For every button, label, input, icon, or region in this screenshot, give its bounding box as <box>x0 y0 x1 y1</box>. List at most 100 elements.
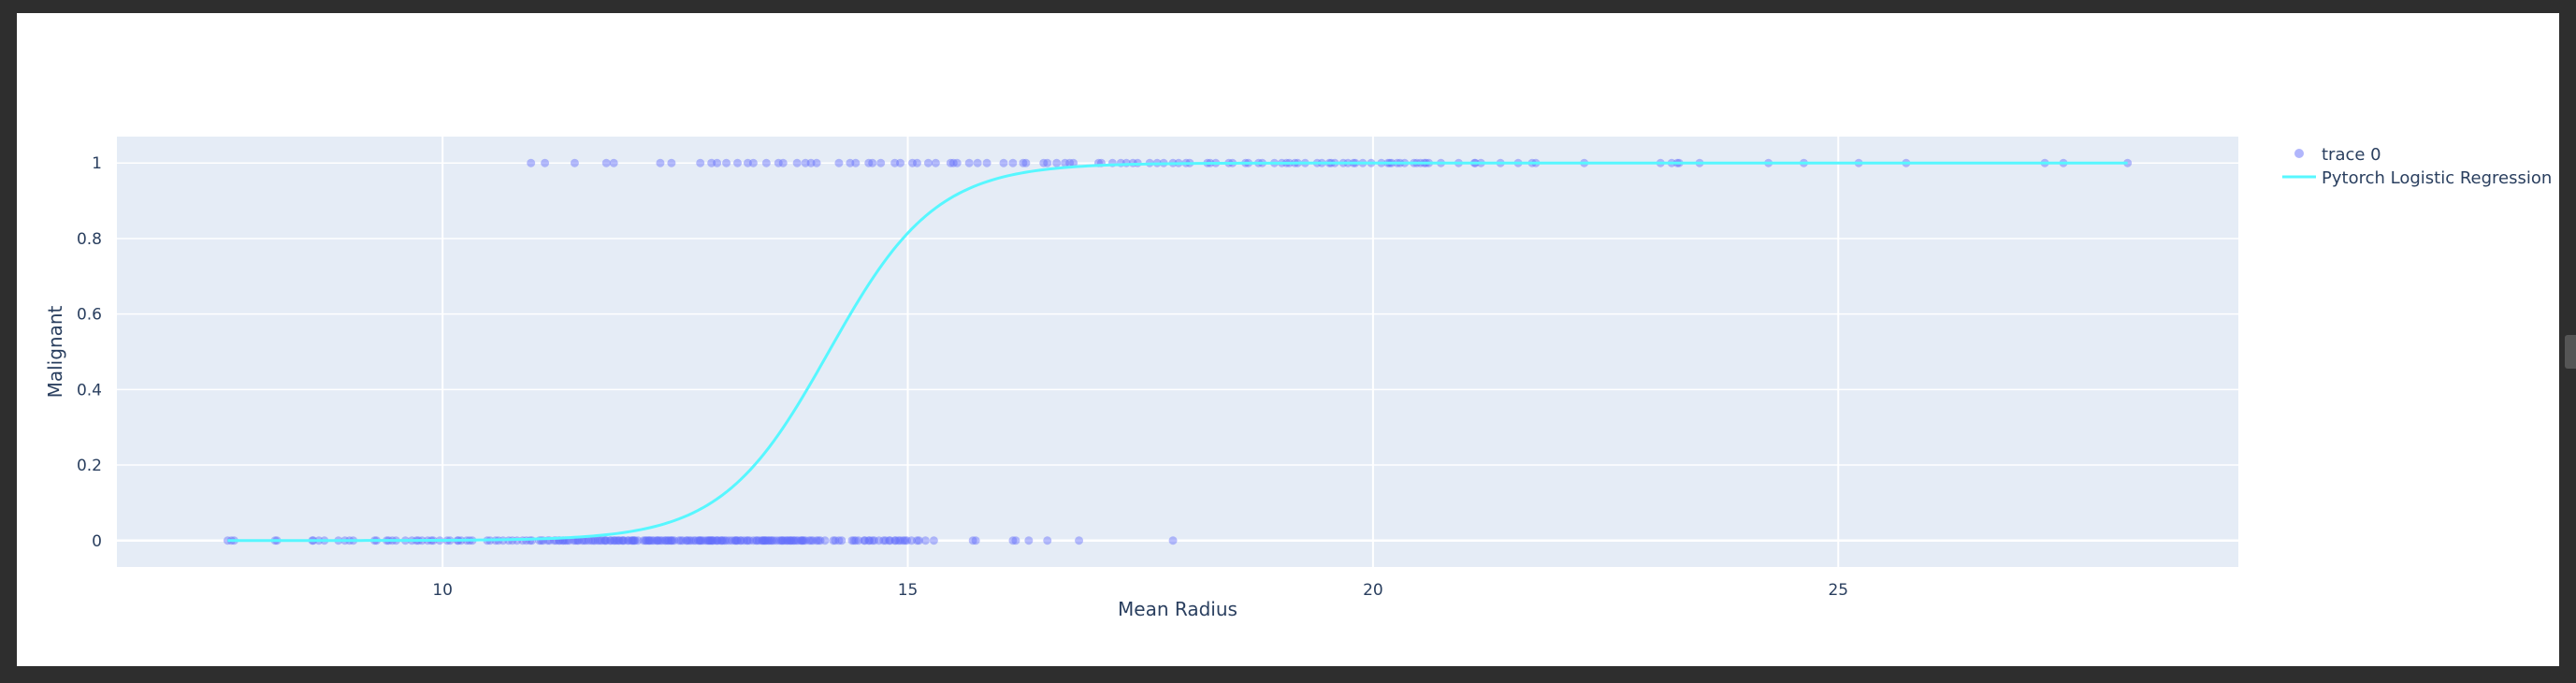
scatter-point <box>652 536 661 545</box>
scatter-point <box>645 536 655 545</box>
scatter-point <box>691 536 701 545</box>
scatter-point <box>664 536 673 545</box>
scatter-point <box>1021 158 1031 167</box>
scatter-point <box>623 536 632 545</box>
scatter-point <box>667 158 676 167</box>
scatter-point <box>751 536 760 545</box>
scatter-point <box>920 536 930 545</box>
scatter-point <box>739 536 748 545</box>
scatter-point <box>782 536 791 545</box>
scatter-point <box>683 536 692 545</box>
scatter-point <box>778 158 788 167</box>
scatter-point <box>593 536 602 545</box>
scatter-point <box>894 536 904 545</box>
scatter-point <box>912 536 921 545</box>
scatter-point <box>787 536 796 545</box>
scatter-point <box>653 536 662 545</box>
scatter-point <box>601 536 611 545</box>
scatter-point <box>804 536 814 545</box>
scatter-point <box>971 536 980 545</box>
scatter-point <box>595 536 604 545</box>
scatter-point <box>678 536 687 545</box>
scatter-point <box>703 536 713 545</box>
x-gridlines <box>441 137 1840 567</box>
scatter-point <box>742 536 751 545</box>
scatter-point <box>789 536 798 545</box>
scatter-point <box>702 536 711 545</box>
scatter-point <box>658 536 667 545</box>
scatter-point <box>628 536 637 545</box>
scatter-point <box>689 536 699 545</box>
scatter-point <box>948 158 958 167</box>
scatter-point <box>796 536 805 545</box>
scatter-point <box>639 536 648 545</box>
scatter-point <box>760 536 769 545</box>
scatter-point <box>903 536 912 545</box>
scatter-point <box>758 536 767 545</box>
scatter-point <box>722 158 731 167</box>
scatter-point <box>718 536 728 545</box>
legend-label-trace-0[interactable]: trace 0 <box>2322 145 2381 165</box>
scatter-point <box>617 536 627 545</box>
scatter-point <box>588 536 598 545</box>
scatter-point <box>649 536 658 545</box>
scatter-point <box>777 536 787 545</box>
scatter-point <box>763 536 773 545</box>
scatter-point <box>697 536 706 545</box>
scatter-point <box>964 158 974 167</box>
scatter-point <box>722 536 731 545</box>
scatter-point <box>759 536 768 545</box>
scatter-point <box>731 536 740 545</box>
legend-label-logistic-regression[interactable]: Pytorch Logistic Regression <box>2322 168 2552 188</box>
scatter-point <box>923 158 933 167</box>
scatter-point <box>907 536 917 545</box>
scatter-point <box>633 536 643 545</box>
scatter-point <box>676 536 686 545</box>
scatter-point <box>748 536 758 545</box>
scatter-point <box>766 536 775 545</box>
scatter-point <box>618 536 628 545</box>
scatter-point <box>761 158 771 167</box>
scatter-point <box>912 158 921 167</box>
scatter-point <box>541 158 550 167</box>
scatter-point <box>709 536 718 545</box>
scatter-point <box>814 536 823 545</box>
scatter-point <box>868 158 877 167</box>
scatter-point <box>786 536 795 545</box>
x-tick-label: 20 <box>1363 581 1383 600</box>
scatter-point <box>720 536 730 545</box>
scatter-point <box>647 536 657 545</box>
scatter-point <box>769 536 778 545</box>
scatter-point <box>642 536 651 545</box>
scrollbar-handle[interactable] <box>2565 335 2576 369</box>
scatter-point <box>748 158 758 167</box>
scatter-point <box>641 536 650 545</box>
scatter-point <box>982 158 991 167</box>
scatter-point <box>685 536 694 545</box>
scatter-point <box>760 536 770 545</box>
scatter-point <box>1061 158 1070 167</box>
y-tick-label: 0.4 <box>77 381 102 400</box>
x-tick-label: 25 <box>1828 581 1848 600</box>
scatter-point <box>614 536 623 545</box>
scatter-point <box>774 536 784 545</box>
scatter-point <box>864 158 874 167</box>
scatter-point <box>757 536 766 545</box>
scatter-point <box>654 536 663 545</box>
scatter-point <box>644 536 654 545</box>
scatter-point <box>597 536 606 545</box>
scatter-point <box>946 158 955 167</box>
scatter-point <box>861 536 870 545</box>
scatter-point <box>666 536 675 545</box>
scatter-point <box>1008 536 1018 545</box>
scatter-point <box>660 536 670 545</box>
scatter-point <box>885 536 894 545</box>
y-tick-label: 1 <box>92 154 102 173</box>
logistic-regression-curve <box>227 161 2128 543</box>
plot-area <box>117 137 2238 567</box>
scatter-point <box>886 536 895 545</box>
legend[interactable]: trace 0 Pytorch Logistic Regression <box>2282 145 2552 188</box>
y-tick-labels: 0 0.2 0.4 0.6 0.8 1 <box>77 154 102 551</box>
scatter-point <box>708 536 717 545</box>
scatter-point <box>1168 536 1178 545</box>
